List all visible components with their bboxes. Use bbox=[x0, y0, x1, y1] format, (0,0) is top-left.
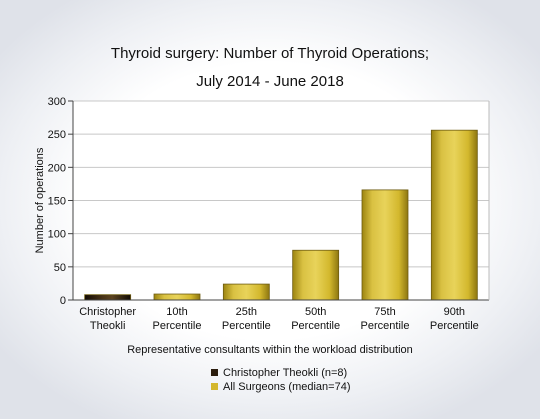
bar bbox=[153, 293, 201, 301]
legend-swatch-consultant bbox=[211, 369, 218, 376]
x-tick-label: 90th bbox=[444, 306, 465, 318]
x-tick-label: 50th bbox=[305, 306, 326, 318]
legend-item-all-surgeons: All Surgeons (median=74) bbox=[211, 380, 351, 394]
chart-title-line-2: July 2014 - June 2018 bbox=[196, 73, 344, 90]
x-tick-label: 10th bbox=[166, 306, 187, 318]
y-tick-label: 0 bbox=[60, 295, 66, 307]
x-tick-label: 25th bbox=[236, 306, 257, 318]
x-tick-label: Christopher bbox=[79, 306, 136, 318]
bar bbox=[84, 294, 132, 301]
y-tick-label: 150 bbox=[48, 196, 66, 208]
legend-label-consultant: Christopher Theokli (n=8) bbox=[223, 367, 348, 379]
x-tick-label: Percentile bbox=[153, 320, 202, 332]
x-tick-label: 75th bbox=[374, 306, 395, 318]
bar bbox=[292, 249, 340, 301]
y-tick-label: 250 bbox=[48, 129, 66, 141]
y-tick-label: 300 bbox=[48, 96, 66, 108]
chart-title-line-1: Thyroid surgery: Number of Thyroid Opera… bbox=[110, 45, 430, 62]
legend-item-consultant: Christopher Theokli (n=8) bbox=[211, 366, 351, 380]
x-axis-label: Representative consultants within the wo… bbox=[127, 344, 413, 356]
bar bbox=[430, 129, 478, 301]
legend-label-all-surgeons: All Surgeons (median=74) bbox=[223, 381, 351, 393]
y-tick-label: 200 bbox=[48, 162, 66, 174]
y-axis-label: Number of operations bbox=[34, 147, 46, 253]
x-tick-label: Percentile bbox=[430, 320, 479, 332]
bar bbox=[361, 189, 409, 301]
bar bbox=[222, 283, 270, 301]
legend: Christopher Theokli (n=8) All Surgeons (… bbox=[211, 366, 351, 394]
x-tick-label: Percentile bbox=[291, 320, 340, 332]
y-tick-label: 50 bbox=[54, 262, 66, 274]
y-tick-label: 100 bbox=[48, 229, 66, 241]
legend-swatch-all-surgeons bbox=[211, 383, 218, 390]
x-tick-label: Percentile bbox=[222, 320, 271, 332]
x-tick-label: Percentile bbox=[361, 320, 410, 332]
x-tick-label: Theokli bbox=[90, 320, 125, 332]
